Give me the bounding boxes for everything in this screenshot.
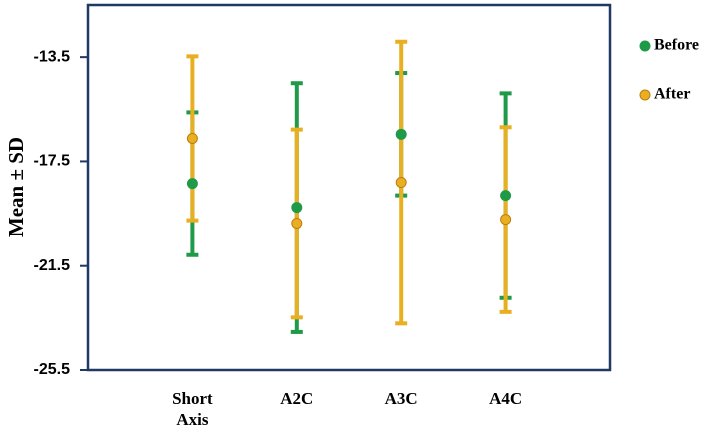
plot-frame <box>86 3 612 372</box>
marker <box>395 128 407 140</box>
x-tick-label: A2C <box>280 389 314 408</box>
y-axis-label: Mean ± SD <box>4 137 28 237</box>
marker <box>395 177 407 189</box>
marker <box>500 214 512 226</box>
marker <box>500 190 512 202</box>
y-tick-label: -13.5 <box>34 48 71 65</box>
marker <box>186 178 198 190</box>
marker <box>291 202 303 214</box>
y-tick-label: -17.5 <box>34 153 71 170</box>
y-tick-label: -21.5 <box>34 257 71 274</box>
marker <box>291 217 303 229</box>
x-tick-label: A4C <box>489 389 523 408</box>
y-tick-label: -25.5 <box>34 361 71 378</box>
legend-marker <box>639 89 651 101</box>
x-tick-label: Short Axis <box>172 389 213 429</box>
legend-label: After <box>654 86 690 103</box>
legend-label: Before <box>654 37 699 54</box>
marker <box>186 132 198 144</box>
x-tick-label: A3C <box>384 389 418 408</box>
legend-marker <box>639 40 651 52</box>
